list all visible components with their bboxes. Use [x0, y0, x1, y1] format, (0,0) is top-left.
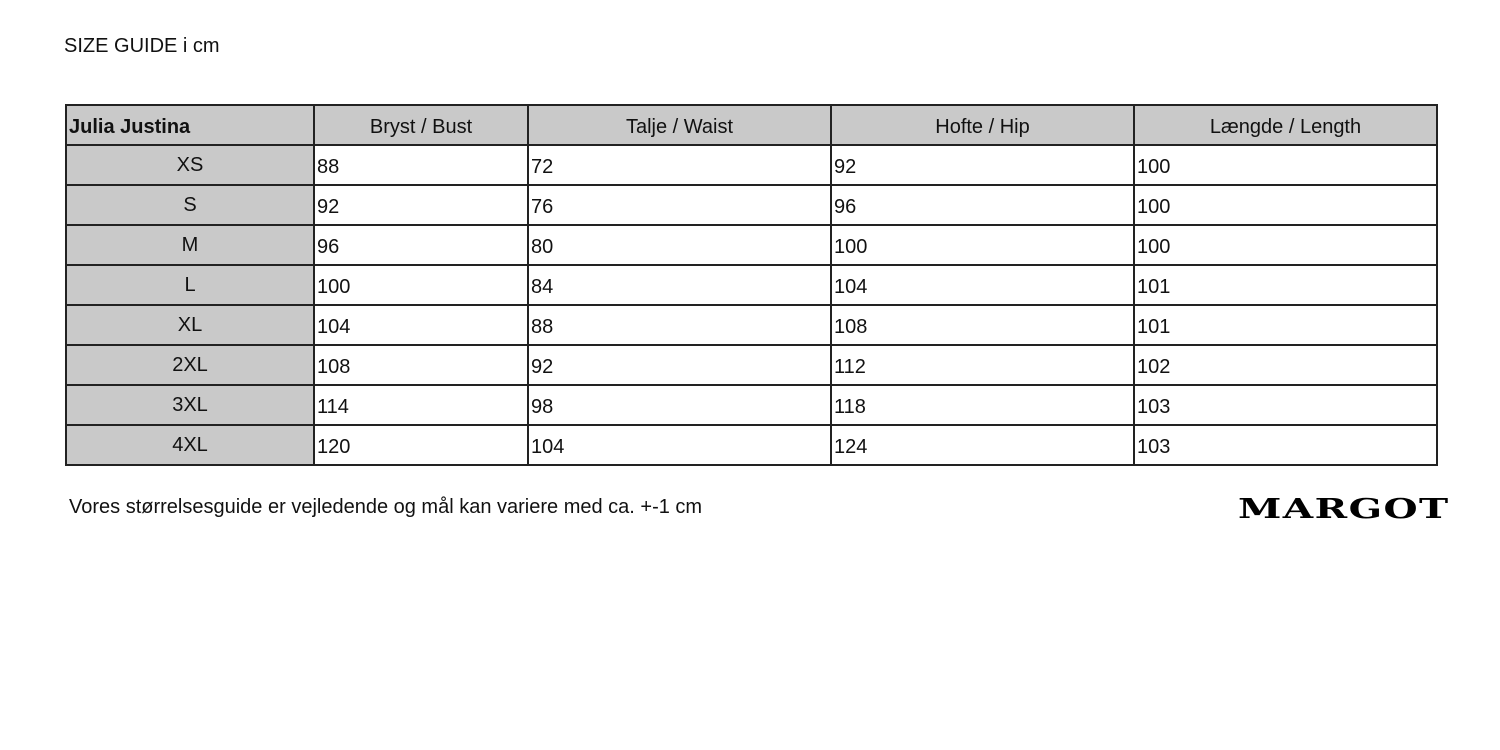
header-length: Længde / Length — [1133, 104, 1438, 146]
bust-value: 100 — [313, 264, 529, 306]
hip-value: 112 — [830, 344, 1135, 386]
length-value: 103 — [1133, 424, 1438, 466]
hip-value: 124 — [830, 424, 1135, 466]
length-value: 101 — [1133, 304, 1438, 346]
size-label: XL — [65, 304, 315, 346]
length-value: 101 — [1133, 264, 1438, 306]
length-value: 102 — [1133, 344, 1438, 386]
size-disclaimer: Vores størrelsesguide er vejledende og m… — [69, 496, 703, 518]
page-title: SIZE GUIDE i cm — [64, 35, 220, 57]
table-header-row: Julia Justina Bryst / Bust Talje / Waist… — [65, 104, 1438, 146]
size-label: 2XL — [65, 344, 315, 386]
table-row: 4XL 120 104 124 103 — [65, 424, 1438, 466]
hip-value: 100 — [830, 224, 1135, 266]
size-label: 3XL — [65, 384, 315, 426]
waist-value: 76 — [527, 184, 832, 226]
waist-value: 104 — [527, 424, 832, 466]
waist-value: 72 — [527, 144, 832, 186]
length-value: 100 — [1133, 184, 1438, 226]
hip-value: 104 — [830, 264, 1135, 306]
waist-value: 92 — [527, 344, 832, 386]
bust-value: 108 — [313, 344, 529, 386]
header-bust: Bryst / Bust — [313, 104, 529, 146]
waist-value: 88 — [527, 304, 832, 346]
length-value: 100 — [1133, 144, 1438, 186]
size-label: 4XL — [65, 424, 315, 466]
table-row: S 92 76 96 100 — [65, 184, 1438, 226]
table-row: XL 104 88 108 101 — [65, 304, 1438, 346]
table-row: M 96 80 100 100 — [65, 224, 1438, 266]
bust-value: 92 — [313, 184, 529, 226]
size-table: Julia Justina Bryst / Bust Talje / Waist… — [65, 104, 1438, 466]
size-label: M — [65, 224, 315, 266]
waist-value: 84 — [527, 264, 832, 306]
table-row: L 100 84 104 101 — [65, 264, 1438, 306]
size-label: XS — [65, 144, 315, 186]
hip-value: 108 — [830, 304, 1135, 346]
hip-value: 118 — [830, 384, 1135, 426]
waist-value: 98 — [527, 384, 832, 426]
table-row: 2XL 108 92 112 102 — [65, 344, 1438, 386]
size-label: L — [65, 264, 315, 306]
hip-value: 92 — [830, 144, 1135, 186]
bust-value: 104 — [313, 304, 529, 346]
hip-value: 96 — [830, 184, 1135, 226]
size-label: S — [65, 184, 315, 226]
header-product-name: Julia Justina — [65, 104, 315, 146]
table-row: XS 88 72 92 100 — [65, 144, 1438, 186]
header-hip: Hofte / Hip — [830, 104, 1135, 146]
bust-value: 120 — [313, 424, 529, 466]
waist-value: 80 — [527, 224, 832, 266]
header-waist: Talje / Waist — [527, 104, 832, 146]
bust-value: 114 — [313, 384, 529, 426]
length-value: 103 — [1133, 384, 1438, 426]
table-row: 3XL 114 98 118 103 — [65, 384, 1438, 426]
bust-value: 96 — [313, 224, 529, 266]
length-value: 100 — [1133, 224, 1438, 266]
margot-logo: MARGOT — [1238, 494, 1450, 525]
bust-value: 88 — [313, 144, 529, 186]
